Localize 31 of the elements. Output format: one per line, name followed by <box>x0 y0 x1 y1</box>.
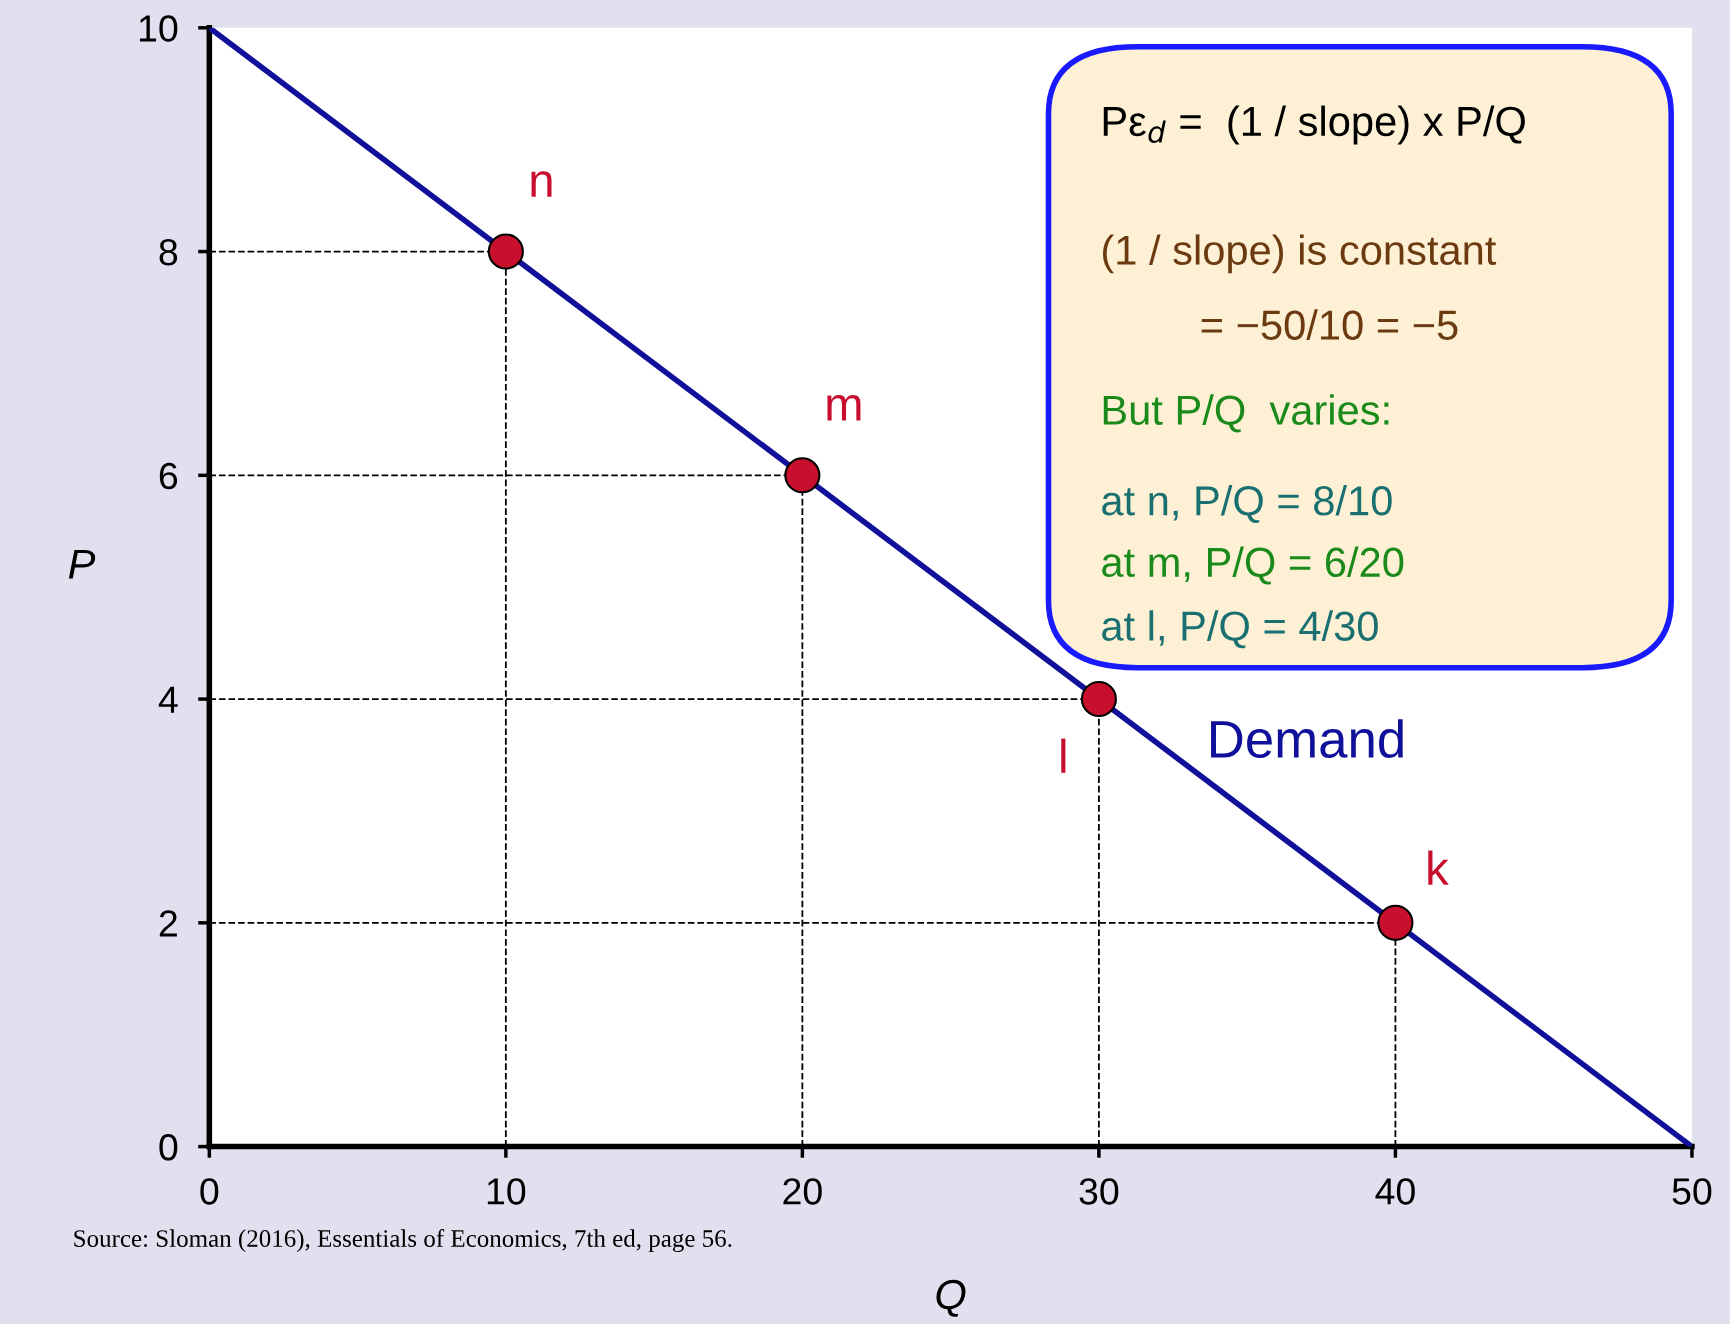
x-tick-label: 50 <box>1672 1178 1712 1205</box>
annotation: n <box>531 171 552 197</box>
point <box>784 457 821 494</box>
annotation: (1 / slope) is constant <box>1102 234 1497 274</box>
x-axis-title: Q <box>936 1279 966 1317</box>
y-tick-label: 4 <box>158 686 178 713</box>
source-note: Source: Sloman (2016), Essentials of Economics, 7th ed, page 56. <box>74 1229 732 1253</box>
annotation: Pε$_{d}$ = (1 / slope) x P/Q <box>1103 105 1525 145</box>
annotation: at n, P/Q = 8/10 <box>1102 484 1392 524</box>
annotation: l <box>1061 738 1066 773</box>
y-tick-label: 2 <box>159 910 177 937</box>
annotation: m <box>827 394 861 421</box>
series-label: Demand <box>1211 719 1403 758</box>
x-tick-label: 40 <box>1375 1178 1415 1205</box>
annotation: at m, P/Q = 6/20 <box>1102 546 1404 585</box>
y-tick-label: 10 <box>139 15 178 42</box>
y-tick-label: 6 <box>159 462 178 490</box>
point <box>1377 904 1414 941</box>
point <box>487 233 524 270</box>
annotation: But P/Q varies: <box>1103 394 1389 433</box>
y-tick-label: 0 <box>159 1133 178 1161</box>
x-tick-label: 10 <box>487 1178 526 1205</box>
annotation: at l, P/Q = 4/30 <box>1102 610 1378 649</box>
x-tick-label: 20 <box>783 1178 822 1205</box>
y-axis-title: P <box>68 549 96 579</box>
annotation: = −50/10 = −5 <box>1201 309 1458 340</box>
y-tick-label: 8 <box>159 238 178 266</box>
x-tick-label: 30 <box>1079 1178 1119 1205</box>
x-tick-label: 0 <box>200 1178 219 1205</box>
annotation: k <box>1428 850 1449 885</box>
point <box>1080 681 1117 718</box>
